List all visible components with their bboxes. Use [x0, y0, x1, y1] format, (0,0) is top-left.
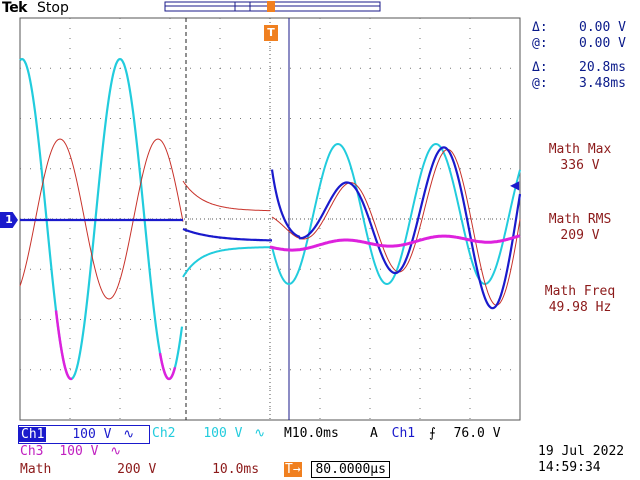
ch1-ground-marker[interactable]: 1: [0, 212, 18, 228]
record-trigger-marker: [267, 1, 275, 12]
measurement-value: 49.98 Hz: [548, 300, 612, 315]
ch2-scale: 100 V: [203, 426, 243, 441]
ch3-scale-box[interactable]: Ch3 100 V ∿: [18, 443, 148, 460]
trigger-position-icon: T→: [284, 462, 302, 477]
time-at-value: 3.48ms: [579, 76, 626, 91]
date-label: 19 Jul 2022: [538, 444, 625, 459]
trigger-marker-label: T: [267, 26, 275, 39]
ch3-waveform-post: [269, 234, 521, 252]
ch2-waveform-post: [271, 142, 521, 286]
trigger-position-marker[interactable]: T: [264, 25, 278, 41]
ch1-waveform-decay: [182, 227, 272, 242]
voltage-delta-value: 0.00 V: [579, 20, 626, 35]
measurement-name: Math Freq: [544, 284, 616, 299]
voltage-delta-symbol: Δ:: [532, 20, 548, 35]
trigger-slope-icon: ⨍: [428, 426, 436, 441]
time-delta-value: 20.8ms: [579, 60, 626, 75]
math-time: 10.0ms: [212, 462, 260, 477]
ch3-coupling-icon: ∿: [110, 444, 122, 459]
acquisition-state: Stop: [37, 0, 69, 16]
measurement-name: Math RMS: [548, 212, 612, 227]
ch2-label: Ch2: [152, 426, 176, 441]
ch3-waveform-peak1: [54, 310, 73, 381]
voltage-at-symbol: @:: [532, 36, 548, 51]
voltage-at-value: 0.00 V: [579, 36, 626, 51]
trigger-mode: A: [370, 426, 378, 441]
time-label: 14:59:34: [538, 460, 601, 475]
timebase-prefix: M: [284, 426, 292, 441]
record-view-bar: [164, 1, 381, 12]
ch2-scale-box[interactable]: Ch2 100 V ∿: [150, 425, 280, 442]
time-delta-symbol: Δ:: [532, 60, 548, 75]
ch1-scale: 100 V: [72, 427, 112, 442]
ch1-label: Ch1: [19, 427, 47, 442]
measurement-value: 336 V: [560, 158, 600, 173]
trigger-position-value: 80.0000µs: [311, 461, 390, 478]
timebase-value: 10.0ms: [291, 426, 339, 441]
measurement-name: Math Max: [548, 142, 612, 157]
trigger-box[interactable]: A Ch1 ⨍ 76.0 V: [370, 425, 526, 442]
ch1-scale-box[interactable]: Ch1 100 V ∿: [18, 425, 150, 444]
ch2-coupling-icon: ∿: [254, 426, 266, 441]
trigger-source: Ch1: [391, 426, 416, 441]
math-scale: 200 V: [117, 462, 157, 477]
waveforms: [19, 57, 522, 381]
ch3-scale: 100 V: [59, 444, 99, 459]
math-waveform-decay: [182, 180, 270, 212]
ch3-waveform-peak2: [158, 352, 177, 381]
ch2-waveform-decay: [182, 246, 271, 278]
trigger-position-box[interactable]: T→ 80.0000µs: [284, 461, 428, 478]
math-label: Math: [20, 462, 52, 477]
ch2-waveform-pre: [19, 57, 184, 381]
math-waveform-pre: [19, 138, 184, 300]
time-at-symbol: @:: [532, 76, 548, 91]
brand-logo: Tek: [2, 0, 28, 16]
trigger-level-arrow-icon: ◀: [510, 178, 520, 192]
math-scale-box[interactable]: Math 200 V 10.0ms: [18, 461, 278, 478]
math-waveform-post: [271, 149, 521, 306]
ch3-label: Ch3: [20, 444, 44, 459]
timebase-box[interactable]: M10.0ms: [284, 425, 374, 442]
ch1-waveform-post: [270, 146, 522, 310]
ch1-coupling-icon: ∿: [123, 427, 135, 442]
trigger-level: 76.0 V: [453, 426, 501, 441]
ch1-marker-label: 1: [5, 213, 13, 226]
measurement-value: 209 V: [560, 228, 600, 243]
